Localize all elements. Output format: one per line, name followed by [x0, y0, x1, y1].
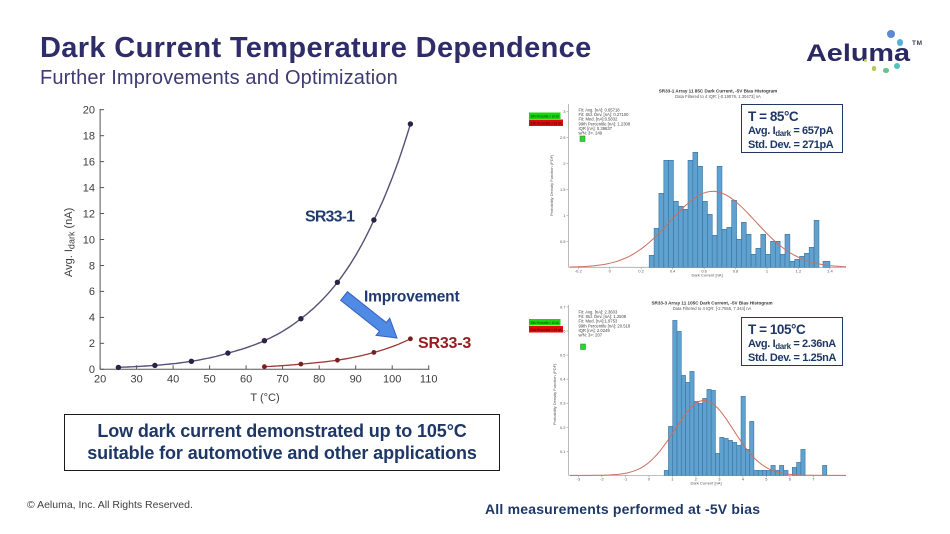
svg-text:8: 8 [89, 260, 95, 272]
svg-text:-1: -1 [624, 477, 628, 482]
svg-text:40: 40 [167, 374, 179, 386]
svg-text:80: 80 [313, 374, 325, 386]
svg-text:4: 4 [742, 477, 745, 482]
svg-text:1: 1 [671, 477, 674, 482]
svg-text:0.4: 0.4 [670, 269, 676, 274]
svg-text:IQR [nA]: 2.0249: IQR [nA]: 2.0249 [579, 328, 611, 333]
svg-text:12: 12 [83, 208, 95, 220]
svg-text:16: 16 [83, 156, 95, 168]
svg-text:SR33-3 Array 11 105C Dark Curr: SR33-3 Array 11 105C Dark Current, -5V B… [651, 301, 772, 306]
svg-text:20: 20 [94, 374, 106, 386]
svg-text:1.4: 1.4 [827, 269, 833, 274]
svg-text:7: 7 [812, 477, 815, 482]
svg-text:-2: -2 [600, 477, 604, 482]
svg-text:99th Percentile < 10 nA: 99th Percentile < 10 nA [531, 114, 560, 118]
svg-text:T (°C): T (°C) [250, 392, 279, 404]
svg-text:IQR [nA]: 0.39637: IQR [nA]: 0.39637 [579, 126, 613, 131]
svg-text:50: 50 [203, 374, 215, 386]
svg-text:99th Percentile > 10 nA: 99th Percentile > 10 nA [531, 328, 562, 332]
svg-text:Dark Current [nA]: Dark Current [nA] [691, 273, 722, 278]
svg-text:18: 18 [83, 131, 95, 143]
svg-text:Data Filtered to 4 IQR: [-2.75: Data Filtered to 4 IQR: [-2.7555, 7.344]… [673, 306, 752, 311]
svg-text:99th Percentile < 10 nA: 99th Percentile < 10 nA [531, 321, 560, 325]
svg-text:14: 14 [83, 182, 95, 194]
svg-text:6: 6 [789, 477, 792, 482]
svg-text:90: 90 [350, 374, 362, 386]
svg-text:1: 1 [563, 213, 566, 218]
svg-text:1: 1 [766, 269, 769, 274]
svg-text:60: 60 [240, 374, 252, 386]
svg-text:Fit: Std. Dev. [nA]: 1.2506: Fit: Std. Dev. [nA]: 1.2506 [579, 314, 627, 319]
svg-text:0.5: 0.5 [560, 239, 566, 244]
svg-text:4: 4 [89, 312, 95, 324]
svg-text:2: 2 [695, 477, 698, 482]
svg-text:10: 10 [83, 234, 95, 246]
svg-text:110: 110 [420, 374, 438, 386]
svg-text:0.6: 0.6 [701, 269, 707, 274]
svg-text:Data Filtered to 4 IQR: [-0.19: Data Filtered to 4 IQR: [-0.19076, 1.304… [675, 94, 761, 99]
svg-text:70: 70 [276, 374, 288, 386]
svg-text:0.7: 0.7 [560, 305, 566, 310]
svg-text:0.5: 0.5 [560, 353, 566, 358]
svg-text:Probability Density Function (: Probability Density Function (PDF) [552, 363, 557, 425]
svg-text:0.2: 0.2 [638, 269, 644, 274]
svg-text:Fit: Avg. [nA]: 2.3603: Fit: Avg. [nA]: 2.3603 [579, 310, 618, 315]
svg-text:Fit: Med. [nA]:1.9753: Fit: Med. [nA]:1.9753 [579, 319, 619, 324]
svg-text:-0.2: -0.2 [575, 269, 583, 274]
svg-text:-3: -3 [577, 477, 581, 482]
svg-text:1.5: 1.5 [560, 187, 566, 192]
svg-text:20: 20 [83, 105, 95, 117]
svg-text:1.2: 1.2 [796, 269, 802, 274]
svg-text:6: 6 [89, 286, 95, 298]
svg-text:Fit: Avg. [nA]: 0.65718: Fit: Avg. [nA]: 0.65718 [579, 108, 621, 113]
svg-text:2: 2 [563, 161, 566, 166]
svg-text:99th Percentile [nA]: 20.518: 99th Percentile [nA]: 20.518 [579, 323, 631, 328]
svg-text:0.6: 0.6 [560, 329, 566, 334]
svg-text:2.5: 2.5 [560, 135, 566, 140]
svg-text:99th Percentile > 10 nA: 99th Percentile > 10 nA [531, 121, 562, 125]
svg-text:3: 3 [563, 109, 566, 114]
svg-text:w/N: 3>: 249: w/N: 3>: 249 [579, 131, 603, 136]
svg-text:0.2: 0.2 [560, 425, 566, 430]
svg-text:w/N: 3>: 207: w/N: 3>: 207 [579, 333, 603, 338]
svg-text:2: 2 [89, 338, 95, 350]
svg-text:100: 100 [383, 374, 401, 386]
svg-text:SR33-1 Array 11 85C Dark Curre: SR33-1 Array 11 85C Dark Current, -5V Bi… [659, 89, 778, 94]
svg-text:0.4: 0.4 [560, 377, 566, 382]
svg-text:Improvement: Improvement [364, 289, 459, 306]
svg-text:99th Percentile [nA]: 1.2308: 99th Percentile [nA]: 1.2308 [579, 121, 631, 126]
svg-text:0.8: 0.8 [733, 269, 739, 274]
svg-text:Probability Density Function (: Probability Density Function (PDF) [549, 154, 554, 216]
svg-text:Avg. Idark (nA): Avg. Idark (nA) [63, 208, 77, 277]
svg-text:0: 0 [89, 364, 95, 376]
svg-text:Dark Current [nA]: Dark Current [nA] [690, 481, 721, 486]
svg-text:3: 3 [718, 477, 721, 482]
svg-text:Fit: Med. [nA]:0.5832: Fit: Med. [nA]:0.5832 [579, 117, 619, 122]
svg-text:SR33-1: SR33-1 [305, 209, 355, 226]
svg-text:0: 0 [609, 269, 612, 274]
svg-text:5: 5 [765, 477, 768, 482]
svg-text:0.3: 0.3 [560, 401, 566, 406]
svg-text:Fit: Std. Dev. [nA]: 0.27100: Fit: Std. Dev. [nA]: 0.27100 [579, 112, 630, 117]
svg-text:0: 0 [648, 477, 651, 482]
svg-text:SR33-3: SR33-3 [418, 335, 471, 352]
svg-text:0.1: 0.1 [560, 449, 566, 454]
svg-text:30: 30 [130, 374, 142, 386]
